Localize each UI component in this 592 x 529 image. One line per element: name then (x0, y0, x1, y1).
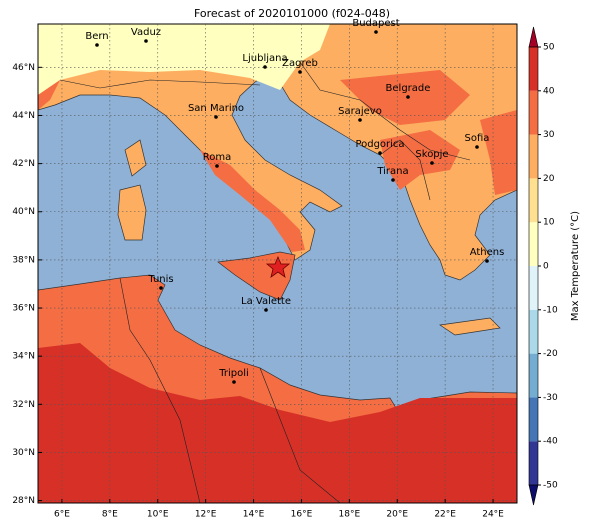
city-dot (264, 308, 268, 312)
city-dot (358, 118, 362, 122)
y-tick-label: 40°N (12, 207, 35, 217)
city-label: La Valette (241, 296, 291, 307)
city-dot (378, 151, 382, 155)
star-marker (265, 255, 291, 278)
city-label: Belgrade (386, 83, 431, 94)
city-dot (298, 70, 302, 74)
colorbar-segment (529, 47, 538, 91)
colorbar-segment (529, 134, 538, 179)
y-tick-label: 44°N (12, 111, 35, 121)
x-tick-label: 14°E (243, 510, 265, 520)
colorbar-segment (529, 441, 538, 485)
colorbar-tick-label: -20 (543, 349, 558, 359)
city-label: Zagreb (282, 58, 318, 69)
y-tick-label: 46°N (12, 63, 35, 73)
colorbar-segment (529, 353, 538, 398)
colorbar-segment (529, 90, 538, 135)
city-dot (214, 115, 218, 119)
city-dot (215, 164, 219, 168)
hot-region (38, 343, 517, 503)
x-tick-label: 24°E (482, 510, 504, 520)
x-tick-label: 8°E (102, 510, 118, 520)
warm-region (200, 150, 305, 252)
x-tick-label: 18°E (339, 510, 361, 520)
y-tick-label: 28°N (12, 496, 35, 506)
y-tick-label: 38°N (12, 255, 35, 265)
colorbar-segment (529, 178, 538, 223)
colorbar-segment (529, 309, 538, 354)
y-tick-label: 42°N (12, 159, 35, 169)
colorbar-tick-label: -10 (543, 305, 558, 315)
colorbar-tick-label: 10 (543, 218, 555, 228)
x-tick-label: 12°E (195, 510, 217, 520)
x-tick-label: 22°E (434, 510, 456, 520)
colorbar-segment (529, 397, 538, 442)
city-label: Budapest (352, 18, 399, 29)
city-dot (430, 161, 434, 165)
land-crete (439, 317, 501, 336)
city-label: San Marino (188, 103, 244, 114)
land-corsica (124, 139, 147, 177)
city-label: Tripoli (218, 368, 249, 379)
land-sardinia (117, 184, 147, 241)
colorbar-tick-label: -30 (543, 393, 558, 403)
city-label: Sofia (465, 133, 490, 144)
map-frame (37, 23, 518, 504)
y-tick-label: 36°N (12, 304, 35, 314)
colorbar-tick-label: 50 (543, 43, 555, 53)
colorbar-over (528, 26, 539, 48)
y-tick-label: 30°N (12, 448, 35, 458)
colorbar-segment (529, 266, 538, 310)
colorbar-tick-label: 0 (543, 262, 549, 272)
colorbar-label: Max Temperature (°C) (570, 211, 581, 321)
x-tick-label: 20°E (386, 510, 408, 520)
city-dot (159, 286, 163, 290)
warm-region (480, 110, 517, 195)
warm-region (340, 70, 470, 125)
x-tick-label: 16°E (291, 510, 313, 520)
borders (59, 61, 471, 503)
city-label: Roma (203, 152, 232, 163)
colorbar-tick-label: 20 (543, 174, 555, 184)
colorbar-segment (529, 222, 538, 266)
city-dot (144, 39, 148, 43)
city-label: Vaduz (131, 27, 161, 38)
city-dot (391, 178, 395, 182)
city-dot (485, 259, 489, 263)
x-tick-label: 10°E (147, 510, 169, 520)
city-label: Tirana (376, 166, 408, 177)
colorbar-tick-label: 40 (543, 86, 555, 96)
colorbar-tick-label: -50 (543, 481, 558, 491)
city-label: Ljubljana (242, 53, 287, 64)
city-label: Skopje (415, 149, 448, 160)
y-tick-label: 32°N (12, 400, 35, 410)
cool-alps (38, 24, 330, 95)
city-label: Tunis (147, 274, 173, 285)
city-label: Athens (470, 247, 505, 258)
warm-region (38, 80, 60, 110)
city-dot (232, 380, 236, 384)
colorbar-under (528, 484, 539, 506)
city-label: Podgorica (355, 139, 404, 150)
map-layer (38, 24, 517, 503)
city-label: Sarajevo (338, 106, 382, 117)
title: Forecast of 2020101000 (f024-048) (194, 7, 390, 20)
y-tick-label: 34°N (12, 352, 35, 362)
city-dot (95, 43, 99, 47)
city-dot (263, 65, 267, 69)
colorbar-tick-label: -40 (543, 437, 558, 447)
city-label: Bern (85, 31, 108, 42)
city-dot (475, 145, 479, 149)
city-dot (406, 95, 410, 99)
x-tick-label: 6°E (54, 510, 70, 520)
city-dot (374, 30, 378, 34)
colorbar-tick-label: 30 (543, 130, 555, 140)
